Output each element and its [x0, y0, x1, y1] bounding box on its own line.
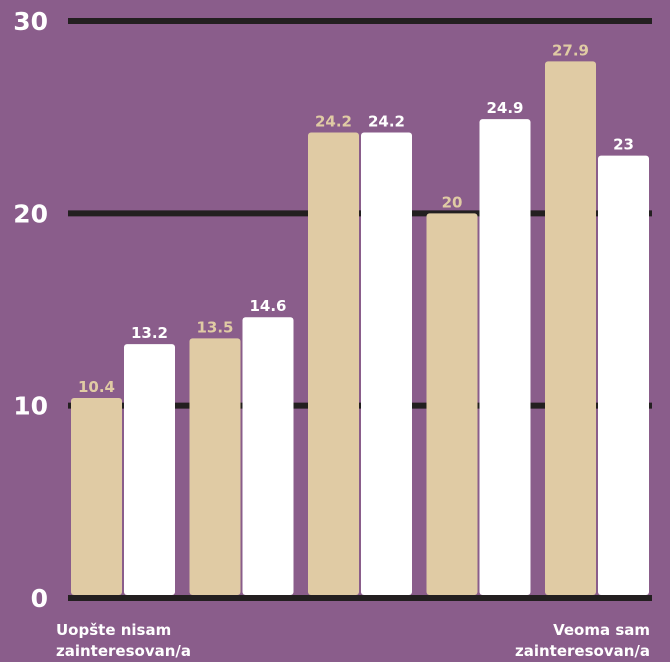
data-label-s1-c4: 20	[442, 193, 463, 211]
data-label-s1-c2: 13.5	[196, 318, 233, 336]
data-label-s2-c5: 23	[613, 136, 634, 154]
data-label-s2-c3: 24.2	[368, 113, 405, 131]
bar-s1-c3	[308, 132, 359, 595]
x-axis-label-left-line2: zainteresovan/a	[56, 642, 191, 660]
data-label-s1-c1: 10.4	[78, 378, 115, 396]
x-axis-label-left-line1: Uopšte nisam	[56, 621, 172, 639]
bar-s2-c3	[361, 132, 412, 595]
y-tick-label-10: 10	[13, 392, 48, 421]
bar-s1-c4	[426, 213, 478, 596]
data-label-s1-c5: 27.9	[552, 41, 589, 59]
bar-s2-c5	[598, 155, 649, 595]
y-axis-ticks: 0 10 20 30	[13, 7, 48, 613]
bars	[71, 61, 649, 596]
data-label-s2-c4: 24.9	[486, 99, 523, 117]
data-label-s1-c3: 24.2	[315, 113, 352, 131]
y-tick-label-20: 20	[13, 199, 48, 228]
x-axis-label-right: Veoma sam zainteresovan/a	[515, 620, 650, 662]
bar-s1-c5	[545, 61, 596, 595]
x-axis-label-left: Uopšte nisam zainteresovan/a	[56, 620, 191, 662]
bar-s2-c4	[479, 119, 531, 595]
y-tick-label-0: 0	[31, 584, 48, 613]
data-label-s2-c2: 14.6	[249, 297, 286, 315]
y-tick-label-30: 30	[13, 7, 48, 36]
x-axis-label-right-line2: zainteresovan/a	[515, 642, 650, 660]
bar-s1-c1	[71, 397, 122, 595]
bar-s2-c1	[124, 344, 175, 595]
data-label-s2-c1: 13.2	[131, 324, 168, 342]
bar-s1-c2	[189, 338, 241, 595]
x-axis-label-right-line1: Veoma sam	[553, 621, 650, 639]
bar-s2-c2	[242, 317, 294, 595]
data-labels: 10.4 13.2 13.5 14.6 24.2 24.2 20 24.9 27.9 23	[78, 41, 634, 396]
